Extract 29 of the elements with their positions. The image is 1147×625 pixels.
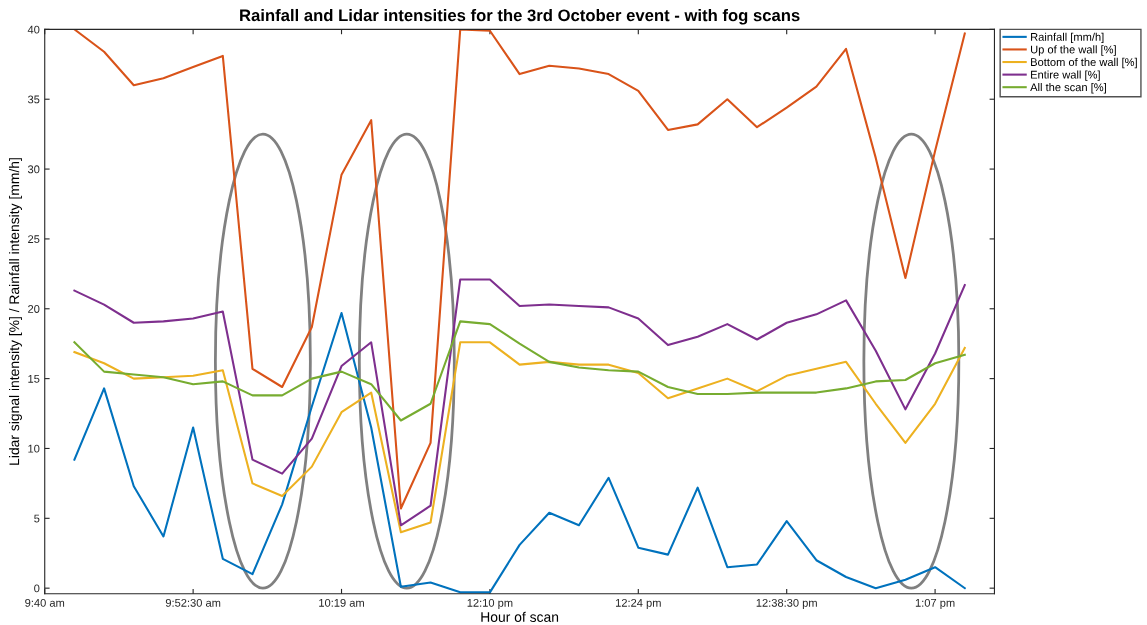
y-axis-title: Lidar signal intensity [%] / Rainfall intensity [mm/h]: [9, 158, 22, 465]
line-series: [73, 29, 966, 510]
y-tick-label: 25: [28, 235, 40, 244]
line-series: [73, 278, 966, 527]
y-tick-label: 20: [28, 305, 40, 313]
legend-label: Entire wall [%]: [1031, 70, 1100, 81]
x-tick-label: 9:40 am: [25, 598, 65, 607]
legend-label: Rainfall [mm/h]: [1031, 32, 1104, 44]
y-tick-label: 30: [27, 165, 40, 174]
y-tick-label: 5: [34, 514, 40, 523]
x-tick-label: 12:38:30 pm: [756, 598, 817, 609]
line-series: [73, 311, 966, 594]
y-tick-label: 15: [28, 375, 40, 383]
line-series: [73, 320, 966, 422]
x-tick-label: 9:52:30 am: [165, 598, 221, 607]
x-tick-label: 12:10 pm: [467, 598, 513, 609]
x-axis-title: Hour of scan: [481, 611, 559, 622]
legend-label: All the scan [%]: [1030, 83, 1106, 94]
y-tick-label: 40: [27, 25, 40, 34]
x-tick-label: 1:07 pm: [915, 598, 955, 609]
y-tick-label: 35: [27, 95, 40, 104]
legend-label: Up of the wall [%]: [1031, 45, 1116, 56]
line-series: [73, 341, 966, 534]
y-tick-label: 10: [28, 444, 40, 453]
legend-label: Bottom of the wall [%]: [1031, 57, 1137, 69]
chart-title: Rainfall and Lidar intensities for the 3rd October event - with fog scans: [240, 8, 800, 25]
x-tick-label: 10:19 am: [319, 598, 364, 607]
y-tick-label: 0: [34, 584, 40, 593]
x-tick-label: 12:24 pm: [615, 598, 661, 609]
